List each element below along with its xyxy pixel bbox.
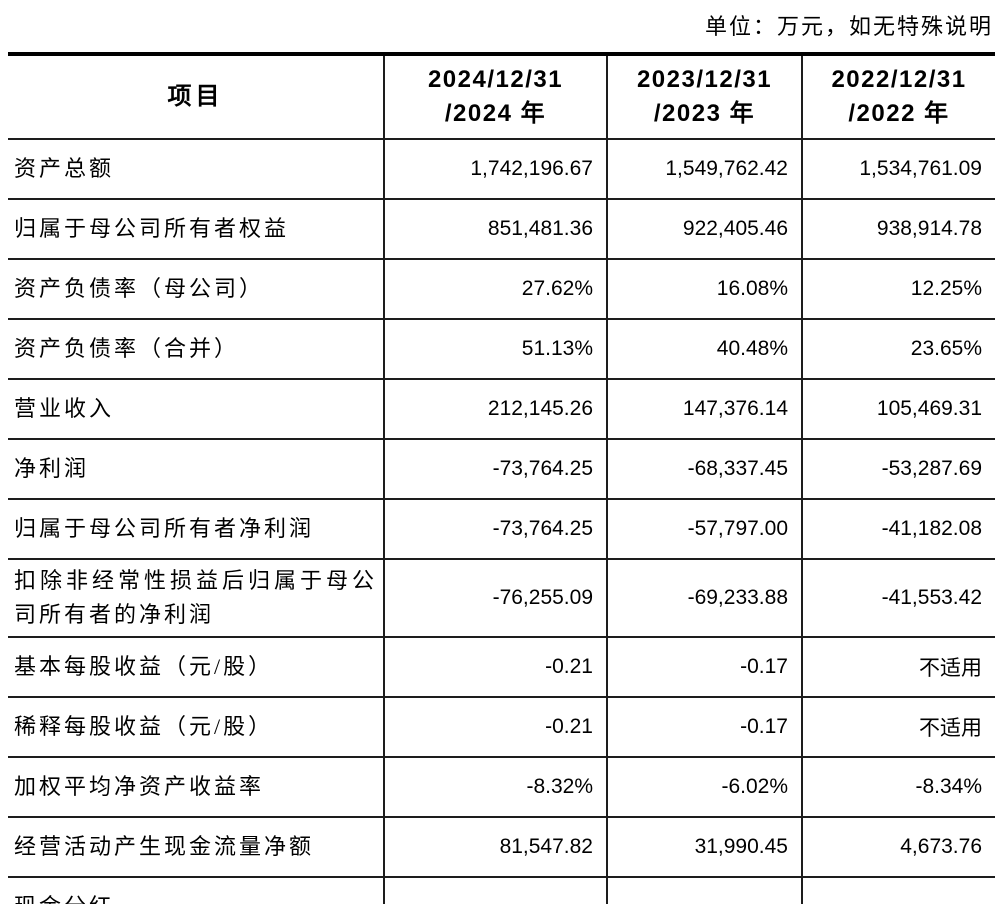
row-label: 稀释每股收益（元/股）: [8, 697, 384, 758]
table-row: 营业收入 212,145.26 147,376.14 105,469.31: [8, 379, 995, 440]
table-row: 加权平均净资产收益率 -8.32% -6.02% -8.34%: [8, 757, 995, 818]
row-value: 1,742,196.67: [383, 139, 607, 200]
row-value: 105,469.31: [801, 379, 995, 440]
row-value: -57,797.00: [606, 499, 802, 560]
row-label: 归属于母公司所有者净利润: [8, 499, 384, 560]
row-label: 营业收入: [8, 379, 384, 440]
row-value: -8.32%: [383, 757, 607, 818]
row-value: 212,145.26: [383, 379, 607, 440]
column-header-item: 项目: [8, 54, 384, 140]
header-line2: /2024 年: [444, 100, 547, 127]
row-value: 51.13%: [383, 319, 607, 380]
unit-note: 单位：万元，如无特殊说明: [704, 14, 993, 39]
table-row: 稀释每股收益（元/股） -0.21 -0.17 不适用: [8, 697, 995, 758]
row-value: 851,481.36: [383, 199, 607, 260]
header-line1: 2022/12/31: [831, 66, 967, 93]
row-value: -73,764.25: [383, 439, 607, 500]
row-label: 加权平均净资产收益率: [8, 757, 384, 818]
column-header-2024: 2024/12/31 /2024 年: [383, 54, 607, 140]
row-label: 基本每股收益（元/股）: [8, 637, 384, 698]
row-value: -76,255.09: [383, 559, 607, 638]
row-label: 资产负债率（合并）: [8, 319, 384, 380]
table-row: 现金分红 - - -: [8, 877, 995, 904]
row-value: -0.21: [383, 637, 607, 698]
row-value: -0.21: [383, 697, 607, 758]
row-value: -41,553.42: [801, 559, 995, 638]
row-value: -: [383, 877, 607, 904]
table-body: 资产总额 1,742,196.67 1,549,762.42 1,534,761…: [8, 139, 995, 904]
row-value: 938,914.78: [801, 199, 995, 260]
row-value: 不适用: [801, 637, 995, 698]
header-line1: 2024/12/31: [427, 66, 564, 93]
row-value: 1,549,762.42: [606, 139, 802, 200]
row-value: -0.17: [606, 697, 802, 758]
row-value: 不适用: [801, 697, 995, 758]
row-value: 16.08%: [606, 259, 802, 320]
table-row: 资产负债率（母公司） 27.62% 16.08% 12.25%: [8, 259, 995, 320]
row-value: -6.02%: [606, 757, 802, 818]
column-header-2022: 2022/12/31 /2022 年: [801, 54, 995, 140]
row-value: 31,990.45: [606, 817, 802, 878]
column-header-2023: 2023/12/31 /2023 年: [606, 54, 802, 140]
row-value: -53,287.69: [801, 439, 995, 500]
row-value: -68,337.45: [606, 439, 802, 500]
table-header: 项目 2024/12/31 /2024 年 2023/12/31 /2023 年…: [8, 54, 995, 140]
row-value: -69,233.88: [606, 559, 802, 638]
header-row: 项目 2024/12/31 /2024 年 2023/12/31 /2023 年…: [8, 54, 995, 140]
table-row: 资产总额 1,742,196.67 1,549,762.42 1,534,761…: [8, 139, 995, 200]
table-row: 经营活动产生现金流量净额 81,547.82 31,990.45 4,673.7…: [8, 817, 995, 878]
row-value: -0.17: [606, 637, 802, 698]
row-value: -: [606, 877, 802, 904]
table-row: 归属于母公司所有者净利润 -73,764.25 -57,797.00 -41,1…: [8, 499, 995, 560]
row-label: 资产负债率（母公司）: [8, 259, 384, 320]
row-value: 1,534,761.09: [801, 139, 995, 200]
row-value: 81,547.82: [383, 817, 607, 878]
row-value: 12.25%: [801, 259, 995, 320]
header-line2: /2023 年: [653, 100, 756, 127]
row-value: 40.48%: [606, 319, 802, 380]
row-label: 归属于母公司所有者权益: [8, 199, 384, 260]
row-label: 扣除非经常性损益后归属于母公司所有者的净利润: [8, 559, 384, 638]
row-label: 现金分红: [8, 877, 384, 904]
row-label: 净利润: [8, 439, 384, 500]
row-value: 23.65%: [801, 319, 995, 380]
header-line1: 项目: [167, 84, 224, 110]
row-value: 27.62%: [383, 259, 607, 320]
table-row: 净利润 -73,764.25 -68,337.45 -53,287.69: [8, 439, 995, 500]
row-label: 经营活动产生现金流量净额: [8, 817, 384, 878]
row-label: 资产总额: [8, 139, 384, 200]
header-line1: 2023/12/31: [636, 66, 773, 93]
row-value: 922,405.46: [606, 199, 802, 260]
table-row: 资产负债率（合并） 51.13% 40.48% 23.65%: [8, 319, 995, 380]
financial-summary-table: 项目 2024/12/31 /2024 年 2023/12/31 /2023 年…: [8, 52, 995, 904]
row-value: -: [801, 877, 995, 904]
row-value: 147,376.14: [606, 379, 802, 440]
row-value: -8.34%: [801, 757, 995, 818]
row-value: 4,673.76: [801, 817, 995, 878]
table-row: 基本每股收益（元/股） -0.21 -0.17 不适用: [8, 637, 995, 698]
header-line2: /2022 年: [848, 100, 950, 127]
row-value: -41,182.08: [801, 499, 995, 560]
table-row: 归属于母公司所有者权益 851,481.36 922,405.46 938,91…: [8, 199, 995, 260]
table-row: 扣除非经常性损益后归属于母公司所有者的净利润 -76,255.09 -69,23…: [8, 559, 995, 638]
row-value: -73,764.25: [383, 499, 607, 560]
